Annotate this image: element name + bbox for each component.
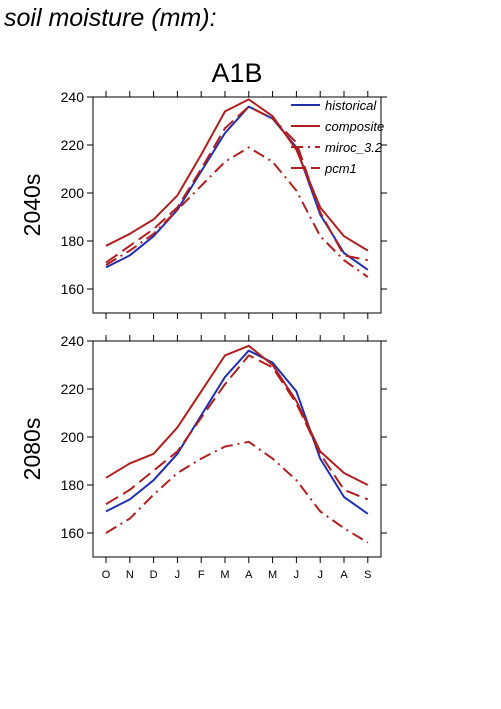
y-axis-label: 2040s [19, 174, 45, 237]
y-tick-label: 240 [61, 333, 85, 349]
y-tick-label: 220 [61, 137, 85, 153]
chart-title: A1B [211, 58, 262, 88]
x-tick-label: A [340, 569, 348, 581]
series-line-miroc-3-2 [105, 146, 369, 278]
y-tick-label: 200 [61, 185, 85, 201]
legend: historical composite miroc_3.2 pcm1 [291, 98, 384, 176]
x-tick-label: F [198, 569, 205, 581]
series-line-composite [105, 344, 369, 486]
y-tick-label: 200 [61, 429, 85, 445]
legend-label: historical [325, 98, 377, 113]
series-line-historical [105, 349, 369, 515]
x-tick-label: J [317, 569, 323, 581]
y-tick-label: 220 [61, 381, 85, 397]
y-tick-label: 160 [61, 525, 85, 541]
panel-2040s: 160 180 200 220 240 2040s [19, 89, 387, 319]
series-line-pcm1 [105, 354, 369, 506]
x-tick-label: S [364, 569, 371, 581]
series-line-pcm1 [105, 105, 368, 264]
y-tick-label: 180 [61, 477, 85, 493]
x-tick-label: M [220, 569, 229, 581]
y-tick-label: 160 [61, 281, 85, 297]
legend-label: composite [325, 119, 384, 134]
y-tick-label: 180 [61, 233, 85, 249]
y-axis-label: 2080s [19, 418, 45, 481]
x-tick-label: M [268, 569, 277, 581]
x-tick-label: A [245, 569, 253, 581]
series-line-miroc-3-2 [105, 440, 369, 544]
y-tick-label: 240 [61, 89, 85, 105]
legend-label: miroc_3.2 [325, 140, 383, 155]
x-tick-label: J [175, 569, 181, 581]
series-line-historical [105, 105, 369, 271]
x-tick-label: O [102, 569, 111, 581]
page-title: soil moisture (mm): [4, 4, 217, 32]
x-tick-label: J [294, 569, 300, 581]
panel-2080s: 160 180 200 220 240 O N D J F M A M J J A S 2080s [19, 333, 387, 581]
plot-frame [92, 340, 382, 558]
x-tick-label: N [126, 569, 134, 581]
legend-label: pcm1 [324, 161, 357, 176]
x-tick-label: D [150, 569, 158, 581]
plot-frame [92, 96, 382, 314]
series-line-composite [105, 98, 369, 252]
